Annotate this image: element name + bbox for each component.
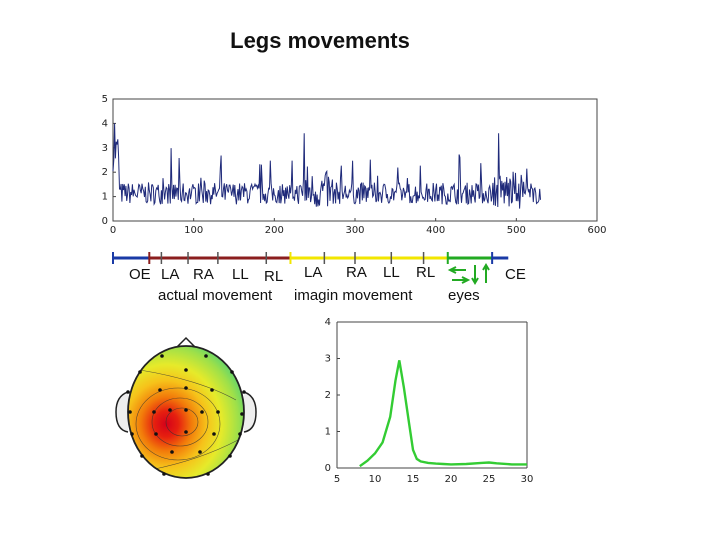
spectrum-line (359, 360, 527, 468)
nose-icon (175, 336, 197, 349)
spectrum-x-tick-label: 30 (521, 474, 534, 485)
electrode-dot (184, 386, 188, 390)
electrode-dot (128, 410, 132, 414)
label-ce: CE (505, 266, 526, 283)
top-y-tick-label: 4 (102, 118, 108, 129)
top-x-tick-label: 600 (587, 225, 606, 236)
top-y-tick-label: 0 (102, 216, 108, 227)
electrode-dot (242, 390, 246, 394)
electrode-dot (154, 432, 158, 436)
topomap-field (128, 346, 244, 478)
electrode-dot (210, 388, 214, 392)
electrode-dot (138, 370, 142, 374)
electrode-dot (130, 432, 134, 436)
label-oe: OE (129, 266, 151, 283)
top-x-tick-label: 300 (345, 225, 364, 236)
top-y-tick-label: 1 (102, 192, 108, 203)
electrode-dot (162, 472, 166, 476)
left-ear-icon (115, 391, 129, 433)
electrode-dot (184, 408, 188, 412)
top-x-tick-label: 400 (426, 225, 445, 236)
eye-arrows-icon (447, 263, 490, 285)
label-actual-movement: actual movement (158, 287, 273, 304)
top-y-tick-label: 5 (102, 94, 108, 105)
electrode-dot (170, 450, 174, 454)
label-ll-actual: LL (232, 266, 249, 283)
spectrum-y-tick-label: 3 (325, 354, 331, 365)
spectrum-y-tick-label: 0 (325, 463, 331, 474)
right-ear-icon (243, 391, 257, 433)
head-outline (127, 345, 245, 479)
electrode-dot (184, 368, 188, 372)
label-rl-imagin: RL (416, 264, 435, 281)
spectrum-y-tick-label: 4 (325, 317, 331, 328)
label-la-imagin: LA (304, 264, 322, 281)
electrode-dot (200, 410, 204, 414)
top-plot-tick-labels: 0 100 200 300 400 500 600 0 1 2 3 4 5 (102, 94, 607, 236)
electrode-dot (240, 412, 244, 416)
electrode-dot (228, 454, 232, 458)
top-x-tick-label: 100 (184, 225, 203, 236)
label-ra-imagin: RA (346, 264, 367, 281)
electrode-dot (158, 388, 162, 392)
electrode-dot (152, 410, 156, 414)
spectrum-x-tick-label: 10 (369, 474, 382, 485)
electrode-dot (204, 354, 208, 358)
eeg-time-series-plot: 0 100 200 300 400 500 600 0 1 2 3 4 5 (102, 94, 607, 236)
electrode-dot (184, 430, 188, 434)
page-title: Legs movements (230, 28, 410, 53)
electrode-dot (168, 408, 172, 412)
electrode-dot (212, 432, 216, 436)
label-ra-actual: RA (193, 266, 214, 283)
power-spectrum-plot: 5 10 15 20 25 30 0 1 2 3 4 (325, 317, 534, 485)
label-ll-imagin: LL (383, 264, 400, 281)
scalp-topographic-map (115, 336, 257, 479)
electrode-dot (126, 390, 130, 394)
electrode-dot (230, 370, 234, 374)
spectrum-tick-labels: 5 10 15 20 25 30 0 1 2 3 4 (325, 317, 534, 485)
topomap-contours (135, 369, 239, 471)
timeline-segments (112, 252, 509, 264)
top-x-tick-label: 0 (110, 225, 116, 236)
top-x-tick-label: 200 (265, 225, 284, 236)
spectrum-x-tick-label: 15 (407, 474, 420, 485)
electrode-dot (140, 454, 144, 458)
spectrum-x-tick-label: 5 (334, 474, 340, 485)
top-x-tick-label: 500 (507, 225, 526, 236)
label-imagin-movement: imagin movement (294, 287, 413, 304)
spectrum-y-tick-label: 2 (325, 390, 331, 401)
timeline-bar: OE LA RA LL RL LA RA LL RL CE actual mov… (112, 252, 526, 304)
label-rl-actual: RL (264, 268, 283, 285)
electrode-dot (238, 432, 242, 436)
electrode-dot (216, 410, 220, 414)
top-y-tick-label: 2 (102, 167, 108, 178)
top-plot-trace (112, 123, 541, 209)
label-la-actual: LA (161, 266, 179, 283)
top-y-tick-label: 3 (102, 143, 108, 154)
spectrum-x-tick-label: 20 (445, 474, 458, 485)
electrode-dot (160, 354, 164, 358)
label-eyes: eyes (448, 287, 480, 304)
electrode-dot (206, 472, 210, 476)
spectrum-x-tick-label: 25 (483, 474, 496, 485)
electrode-dot (198, 450, 202, 454)
electrode-markers (126, 354, 246, 476)
spectrum-y-tick-label: 1 (325, 427, 331, 438)
